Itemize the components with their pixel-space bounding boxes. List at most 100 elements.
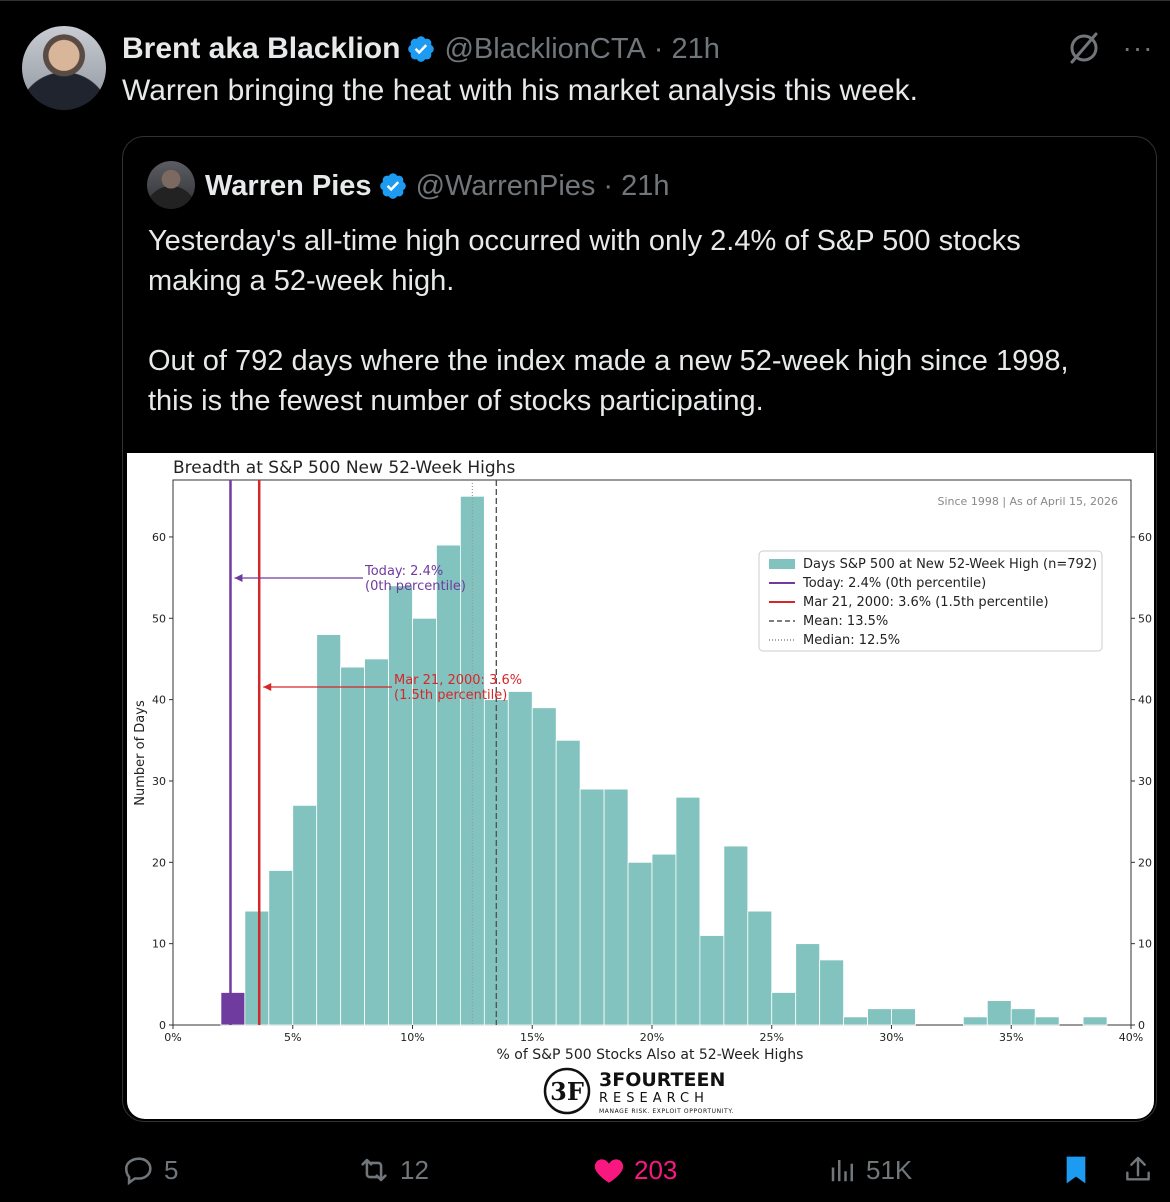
- histogram-bar: [962, 1016, 988, 1026]
- author-name[interactable]: Brent aka Blacklion: [122, 32, 401, 65]
- y-tick-label: 20: [152, 856, 166, 869]
- x-tick-label: 40%: [1119, 1031, 1143, 1044]
- y-tick-label: 60: [1138, 531, 1152, 544]
- x-tick-label: 25%: [760, 1031, 784, 1044]
- verified-badge-icon: [379, 173, 406, 199]
- quote-author-name[interactable]: Warren Pies: [205, 169, 372, 202]
- histogram-bar: [819, 959, 845, 1026]
- histogram-bar: [555, 739, 581, 1026]
- histogram-bar: [675, 796, 701, 1026]
- separator-dot: ·: [653, 32, 664, 65]
- x-tick-label: 35%: [999, 1031, 1023, 1044]
- separator-dot: ·: [603, 169, 614, 202]
- legend-entry: Mean: 13.5%: [803, 614, 888, 629]
- logo-sub: RESEARCH: [599, 1091, 709, 1106]
- bookmark-icon: [1066, 1156, 1086, 1184]
- x-axis-label: % of S&P 500 Stocks Also at 52-Week High…: [497, 1047, 804, 1063]
- histogram-bar: [771, 992, 797, 1026]
- legend-entry: Today: 2.4% (0th percentile): [802, 576, 986, 591]
- repost-count: 12: [400, 1154, 429, 1185]
- views-button[interactable]: 51K: [828, 1148, 912, 1192]
- 3fourteen-logo: 3F 3FOURTEEN RESEARCH MANAGE RISK. EXPLO…: [543, 1067, 734, 1115]
- y-tick-label: 0: [1138, 1019, 1145, 1032]
- bookmark-button[interactable]: [1060, 1148, 1100, 1192]
- reply-button[interactable]: 5: [122, 1148, 178, 1192]
- histogram-bar: [723, 845, 749, 1026]
- y-tick-label: 40: [152, 694, 166, 707]
- grok-icon[interactable]: [1064, 28, 1104, 68]
- y-tick-label: 0: [159, 1019, 166, 1032]
- y-tick-label: 20: [1138, 856, 1152, 869]
- histogram-bar: [1010, 1008, 1036, 1026]
- y-tick-label: 50: [1138, 612, 1152, 625]
- histogram-bar: [627, 861, 653, 1026]
- y-tick-label: 10: [1138, 938, 1152, 951]
- histogram-bar: [507, 691, 533, 1026]
- author-avatar[interactable]: [22, 26, 106, 110]
- repost-button[interactable]: 12: [356, 1148, 429, 1192]
- tweet-header: Brent aka Blacklion @BlacklionCTA · 21h: [122, 30, 720, 68]
- y-tick-label: 30: [1138, 775, 1152, 788]
- histogram-bar: [843, 1016, 868, 1026]
- legend-entry: Days S&P 500 at New 52-Week High (n=792): [803, 557, 1097, 572]
- like-button[interactable]: 203: [592, 1148, 677, 1192]
- quote-text: Yesterday's all-time high occurred with …: [148, 221, 1069, 421]
- histogram-bar: [891, 1008, 916, 1026]
- histogram-bar: [651, 853, 677, 1026]
- histogram-bar: [986, 1000, 1012, 1026]
- histogram-chart: Breadth at S&P 500 New 52-Week Highs 0% 5…: [133, 458, 1152, 1115]
- quote-author-avatar[interactable]: [147, 161, 195, 209]
- x-tick-label: 20%: [640, 1031, 664, 1044]
- histogram-bar: [316, 634, 342, 1026]
- histogram-bar: [1082, 1016, 1108, 1026]
- quote-author-handle[interactable]: @WarrenPies: [415, 169, 596, 202]
- share-button[interactable]: [1122, 1148, 1162, 1192]
- quote-header: Warren Pies @WarrenPies · 21h: [205, 167, 669, 205]
- histogram-bar: [699, 935, 725, 1026]
- histogram-bar: [340, 666, 365, 1026]
- histogram-bar: [268, 870, 294, 1026]
- histogram-bar: [292, 804, 318, 1026]
- histogram-bar: [795, 943, 821, 1026]
- verified-badge-icon: [408, 36, 435, 62]
- x-tick-label: 0%: [164, 1031, 181, 1044]
- x-tick-label: 5%: [284, 1031, 301, 1044]
- logo-name: 3FOURTEEN: [599, 1069, 725, 1091]
- tweet-text: Warren bringing the heat with his market…: [122, 74, 918, 107]
- quote-text-line: making a 52-week high.: [148, 265, 455, 297]
- x-tick-label: 30%: [879, 1031, 903, 1044]
- logo-mark: 3F: [550, 1077, 584, 1106]
- histogram-bar: [436, 544, 461, 1026]
- histogram-bar: [747, 910, 773, 1026]
- chart-legend: Days S&P 500 at New 52-Week High (n=792)…: [758, 550, 1103, 652]
- quote-text-line: Out of 792 days where the index made a n…: [148, 345, 1069, 377]
- y-tick-label: 50: [152, 612, 166, 625]
- legend-entry: Mar 21, 2000: 3.6% (1.5th percentile): [803, 595, 1049, 610]
- y-tick-label: 10: [152, 938, 166, 951]
- author-handle[interactable]: @BlacklionCTA: [444, 32, 646, 65]
- histogram-bar: [867, 1008, 892, 1026]
- today-annotation: (0th percentile): [365, 579, 466, 594]
- heart-icon: [594, 1159, 624, 1183]
- histogram-bar: [603, 788, 629, 1026]
- histogram-bar: [579, 788, 605, 1026]
- repost-icon: [361, 1158, 387, 1182]
- legend-entry: Median: 12.5%: [803, 633, 900, 648]
- action-bar: 5 12 203 51K: [0, 1148, 1170, 1192]
- logo-tagline: MANAGE RISK. EXPLOIT OPPORTUNITY.: [599, 1108, 734, 1115]
- like-count: 203: [634, 1154, 678, 1185]
- chart-image[interactable]: Breadth at S&P 500 New 52-Week Highs 0% 5…: [127, 453, 1154, 1119]
- share-icon: [1126, 1156, 1150, 1181]
- histogram-bar: [364, 658, 389, 1026]
- mar2000-arrowhead: [263, 683, 272, 691]
- y-tick-label: 60: [152, 531, 166, 544]
- quoted-tweet[interactable]: Warren Pies @WarrenPies · 21h Yesterday'…: [122, 136, 1157, 1122]
- chart-subtitle: Since 1998 | As of April 15, 2026: [938, 495, 1119, 508]
- x-tick-label: 15%: [520, 1031, 544, 1044]
- quote-timestamp[interactable]: 21h: [621, 169, 670, 202]
- timestamp[interactable]: 21h: [671, 32, 720, 65]
- histogram-bar: [388, 585, 413, 1026]
- quote-text-line: this is the fewest number of stocks part…: [148, 385, 764, 417]
- mar2000-annotation: (1.5th percentile): [394, 688, 507, 703]
- more-options-button[interactable]: ···: [1122, 32, 1154, 63]
